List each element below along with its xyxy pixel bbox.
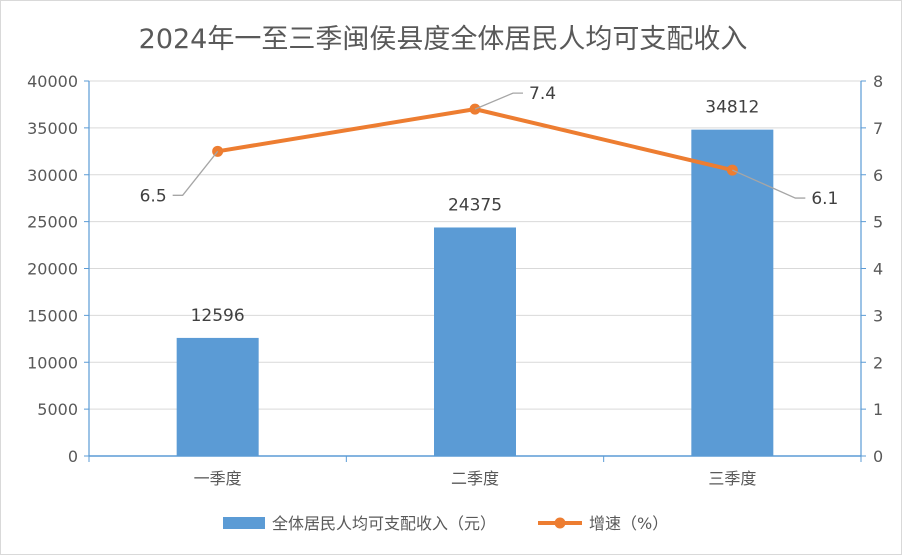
bar-value-label: 24375	[448, 195, 502, 215]
growth-line	[215, 107, 735, 173]
bar-value-label: 12596	[191, 306, 245, 326]
right-axis-tick-label: 5	[873, 213, 883, 232]
right-axis-tick-label: 1	[873, 400, 883, 419]
bar-series	[176, 129, 774, 456]
leader-line	[732, 169, 806, 199]
right-axis-tick-label: 3	[873, 306, 883, 325]
right-axis-tick-label: 6	[873, 166, 883, 185]
bar	[176, 337, 259, 456]
left-axis-tick-label: 30000	[27, 166, 78, 185]
left-axis-tick-label: 35000	[27, 119, 78, 138]
left-axis-tick-label: 0	[68, 447, 78, 466]
right-axis-tick-label: 8	[873, 72, 883, 91]
left-axis-tick-label: 20000	[27, 260, 78, 279]
bar	[434, 227, 516, 456]
growth-value-label: 6.5	[140, 186, 167, 206]
chart-title: 2024年一至三季闽侯县度全体居民人均可支配收入	[139, 24, 748, 55]
left-axis-tick-label: 25000	[27, 213, 78, 232]
x-axis-category-label: 三季度	[708, 469, 756, 488]
legend-bar-swatch	[223, 517, 265, 529]
legend-line-marker	[554, 517, 566, 529]
left-axis-tick-label: 15000	[27, 306, 78, 325]
line-series	[212, 103, 738, 176]
bar	[691, 129, 774, 456]
left-axis-tick-label: 40000	[27, 72, 78, 91]
growth-value-label: 7.4	[529, 84, 556, 104]
right-axis-tick-label: 2	[873, 353, 883, 372]
legend-line-label: 增速（%）	[589, 514, 668, 533]
data-labels: 12596 24375 34812 6.5 7.4 6.1	[140, 84, 839, 326]
right-axis-tick-label: 7	[873, 119, 883, 138]
leader-line	[474, 92, 523, 110]
left-axis-tick-label: 5000	[37, 400, 78, 419]
right-axis-tick-label: 0	[873, 447, 883, 466]
growth-value-label: 6.1	[811, 189, 838, 209]
legend: 全体居民人均可支配收入（元） 增速（%）	[223, 514, 668, 533]
right-axis-tick-label: 4	[873, 260, 883, 279]
x-axis-category-label: 二季度	[451, 469, 499, 488]
bar-value-label: 34812	[705, 98, 759, 118]
x-axis-category-label: 一季度	[194, 469, 242, 488]
legend-bar-label: 全体居民人均可支配收入（元）	[272, 514, 496, 533]
left-axis-tick-label: 10000	[27, 353, 78, 372]
axes: 0 5000 10000 15000 20000 25000 30000 35000 40000…	[27, 72, 883, 488]
leader-line	[172, 150, 219, 196]
